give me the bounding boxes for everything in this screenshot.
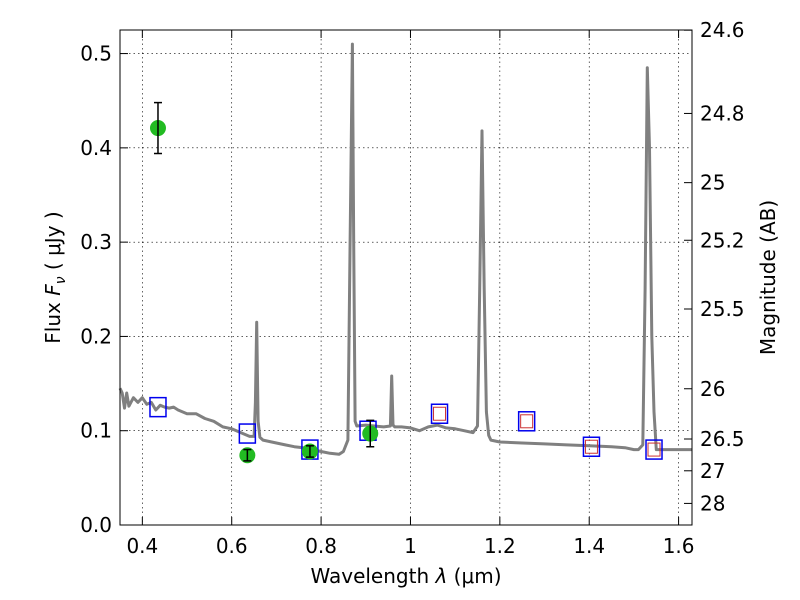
model-phot-marker	[430, 403, 449, 424]
plot-frame	[119, 29, 693, 526]
y-tick-label: 0.2	[80, 324, 112, 348]
grid-lines	[120, 30, 692, 526]
model-phot-marker	[149, 396, 167, 418]
right-tick-label: 26	[700, 377, 725, 401]
model-spectrum	[118, 42, 692, 456]
y-tick-label: 0.5	[80, 42, 112, 66]
right-tick-label: 25	[700, 171, 725, 195]
photometry-markers	[149, 101, 663, 464]
ir-phot-marker	[433, 406, 447, 421]
x-tick-label: 0.4	[126, 534, 158, 558]
y-axis-title: Flux Fν ( μJy )	[41, 211, 69, 343]
right-axis-title: Magnitude (AB)	[756, 200, 780, 355]
ir-phot-marker	[584, 439, 598, 454]
model-phot-marker	[645, 439, 663, 460]
x-tick-label: 0.8	[305, 534, 337, 558]
model-phot-marker	[582, 436, 601, 457]
tick-labels: 0.4 0.6 0.8 1 1.2 1.4 1.6 0.0 0.1 0.2 0.3 0.4 0.5 24.…	[80, 18, 744, 558]
x-tick-label: 1.6	[663, 534, 695, 558]
right-tick-label: 27	[700, 459, 725, 483]
right-tick-label: 25.5	[700, 297, 745, 321]
model-spectrum-line	[118, 42, 692, 456]
x-tick-label: 0.6	[216, 534, 248, 558]
right-tick-label: 24.8	[700, 101, 745, 125]
right-tick-label: 25.2	[700, 228, 745, 252]
x-tick-label: 1.2	[484, 534, 516, 558]
x-tick-label: 1	[404, 534, 417, 558]
right-tick-label: 28	[700, 491, 725, 515]
right-tick-label: 24.6	[700, 18, 745, 42]
axis-ticks	[120, 29, 692, 526]
right-tick-label: 26.5	[700, 427, 745, 451]
ir-phot-marker	[647, 442, 661, 457]
y-tick-label: 0.4	[80, 136, 112, 160]
ir-phot-marker	[520, 414, 534, 429]
x-axis-title: Wavelength λ (μm)	[310, 564, 501, 588]
y-tick-label: 0.0	[80, 513, 112, 537]
y-tick-label: 0.3	[80, 230, 112, 254]
y-tick-label: 0.1	[80, 419, 112, 443]
model-phot-marker	[517, 411, 536, 432]
model-phot-marker	[238, 423, 257, 444]
x-tick-label: 1.4	[573, 534, 605, 558]
